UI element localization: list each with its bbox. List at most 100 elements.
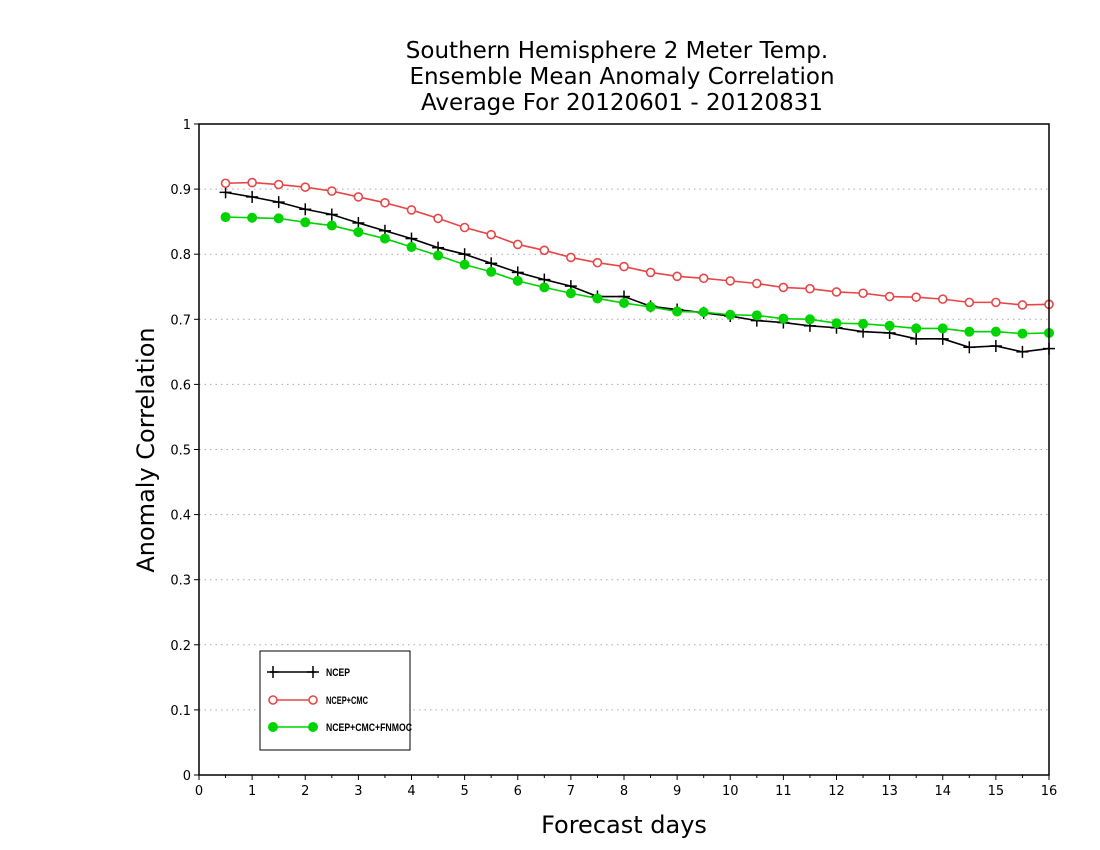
data-point-ncep-cmc [433, 213, 443, 224]
gridlines [199, 188, 1049, 711]
legend-entry-ncep-cmc-fnmoc: NCEP+CMC+FNMOC [268, 722, 412, 734]
data-point-ncep [910, 332, 923, 345]
x-tick-label: 14 [934, 784, 951, 799]
data-point-ncep-cmc [220, 178, 231, 189]
data-point-ncep-cmc-fnmoc [964, 326, 975, 337]
data-point-ncep-cmc-fnmoc [911, 323, 922, 334]
data-point-ncep [272, 196, 285, 209]
data-point-ncep-cmc [406, 205, 417, 215]
data-point-ncep-cmc [619, 261, 629, 272]
legend-marker [308, 695, 318, 705]
y-tick-label: 0.1 [170, 704, 191, 719]
axes: 0 1 2 3 4 5 6 7 8 9 10 11 12 13 14 15 1600.10.20.30.40.5… [170, 118, 1057, 799]
data-point-ncep-cmc-fnmoc [539, 282, 550, 293]
data-point-ncep-cmc-fnmoc [1017, 328, 1028, 339]
data-point-ncep-cmc [645, 267, 656, 278]
data-point-ncep-cmc-fnmoc [990, 326, 1001, 337]
data-point-ncep-cmc-fnmoc [433, 250, 444, 261]
data-point-ncep-cmc [858, 288, 868, 299]
series-line-ncep-cmc [225, 181, 1050, 306]
legend-label: NCEP [326, 667, 350, 679]
data-point-ncep-cmc-fnmoc [353, 227, 364, 238]
y-tick-label: 0.2 [170, 639, 191, 654]
y-tick-label: 0 [183, 769, 191, 784]
data-point-ncep-cmc [592, 257, 603, 268]
data-point-ncep [299, 203, 312, 216]
x-tick-label: 13 [881, 784, 898, 799]
data-point-ncep-cmc-fnmoc [778, 313, 789, 324]
data-point-ncep-cmc [911, 292, 921, 302]
legend-label: NCEP+CMC [326, 695, 368, 707]
data-point-ncep-cmc-fnmoc [725, 309, 736, 320]
data-point-ncep-cmc [778, 282, 789, 293]
x-tick-label: 2 [301, 784, 309, 799]
data-point-ncep-cmc [512, 239, 523, 250]
data-point-ncep-cmc-fnmoc [565, 288, 576, 299]
x-tick-label: 12 [828, 784, 845, 799]
data-point-ncep-cmc [672, 271, 682, 282]
x-tick-label: 8 [620, 784, 628, 799]
data-point-ncep [1016, 345, 1029, 358]
data-point-ncep-cmc-fnmoc [512, 275, 523, 286]
data-point-ncep-cmc-fnmoc [220, 212, 231, 223]
data-point-ncep-cmc [752, 278, 762, 289]
data-point-ncep-cmc-fnmoc [300, 217, 311, 228]
y-axis-title: Anomaly Correlation [132, 327, 160, 572]
data-point-ncep-cmc [566, 252, 576, 263]
y-tick-label: 0.9 [170, 183, 191, 198]
series-layer [219, 177, 1055, 358]
legend-label: NCEP+CMC+FNMOC [326, 722, 412, 734]
series-line-ncep-cmc-fnmoc [225, 216, 1050, 335]
data-point-ncep-cmc-fnmoc [326, 220, 337, 231]
legend-entry-ncep-cmc: NCEP+CMC [268, 695, 368, 707]
data-point-ncep-cmc [380, 197, 390, 208]
y-tick-label: 0.4 [170, 509, 191, 524]
x-tick-label: 6 [514, 784, 522, 799]
x-tick-label: 5 [460, 784, 468, 799]
title-line-1: Southern Hemisphere 2 Meter Temp. [406, 38, 828, 64]
data-point-ncep-cmc [353, 192, 364, 202]
x-tick-label: 15 [988, 784, 1005, 799]
x-tick-label: 16 [1041, 784, 1058, 799]
data-point-ncep-cmc-fnmoc [619, 298, 629, 309]
y-tick-label: 0.8 [170, 248, 191, 263]
data-point-ncep-cmc [991, 297, 1001, 308]
x-tick-label: 9 [673, 784, 681, 799]
data-point-ncep-cmc [884, 291, 895, 302]
legend-marker [308, 722, 318, 732]
data-point-ncep [219, 186, 232, 199]
x-tick-label: 7 [567, 784, 575, 799]
data-point-ncep-cmc [805, 283, 815, 294]
chart-title: Southern Hemisphere 2 Meter Temp. Ensemb… [406, 38, 835, 116]
data-point-ncep-cmc [327, 186, 337, 196]
y-tick-label: 1 [183, 118, 191, 133]
x-tick-label: 3 [354, 784, 362, 799]
x-tick-label: 11 [775, 784, 792, 799]
legend-marker [307, 666, 319, 678]
data-point-ncep [325, 208, 338, 221]
legend-entry-ncep: NCEP [267, 666, 350, 679]
y-tick-label: 0.3 [170, 574, 191, 589]
data-point-ncep-cmc [459, 222, 470, 233]
series-ncep-cmc [220, 177, 1054, 310]
data-point-ncep-cmc-fnmoc [406, 242, 417, 253]
data-point-ncep-cmc-fnmoc [379, 233, 390, 244]
legend-marker [268, 695, 278, 705]
data-point-ncep-cmc-fnmoc [698, 307, 709, 318]
data-point-ncep-cmc-fnmoc [884, 320, 895, 331]
data-point-ncep-cmc [1017, 300, 1028, 310]
legend: NCEP NCEP+CMC NCEP+CMC+FNMOC [259, 650, 412, 751]
data-point-ncep [246, 190, 259, 203]
data-point-ncep [936, 332, 949, 345]
data-point-ncep-cmc-fnmoc [247, 212, 258, 223]
data-point-ncep-cmc [937, 294, 948, 304]
data-point-ncep-cmc [725, 276, 736, 286]
data-point-ncep-cmc-fnmoc [486, 266, 497, 277]
data-point-ncep-cmc-fnmoc [937, 323, 948, 334]
data-point-ncep-cmc [964, 297, 975, 308]
data-point-ncep-cmc-fnmoc [751, 310, 762, 321]
data-point-ncep-cmc-fnmoc [459, 259, 470, 270]
data-point-ncep-cmc-fnmoc [804, 314, 815, 325]
data-point-ncep-cmc [273, 179, 284, 190]
data-point-ncep [989, 339, 1002, 352]
